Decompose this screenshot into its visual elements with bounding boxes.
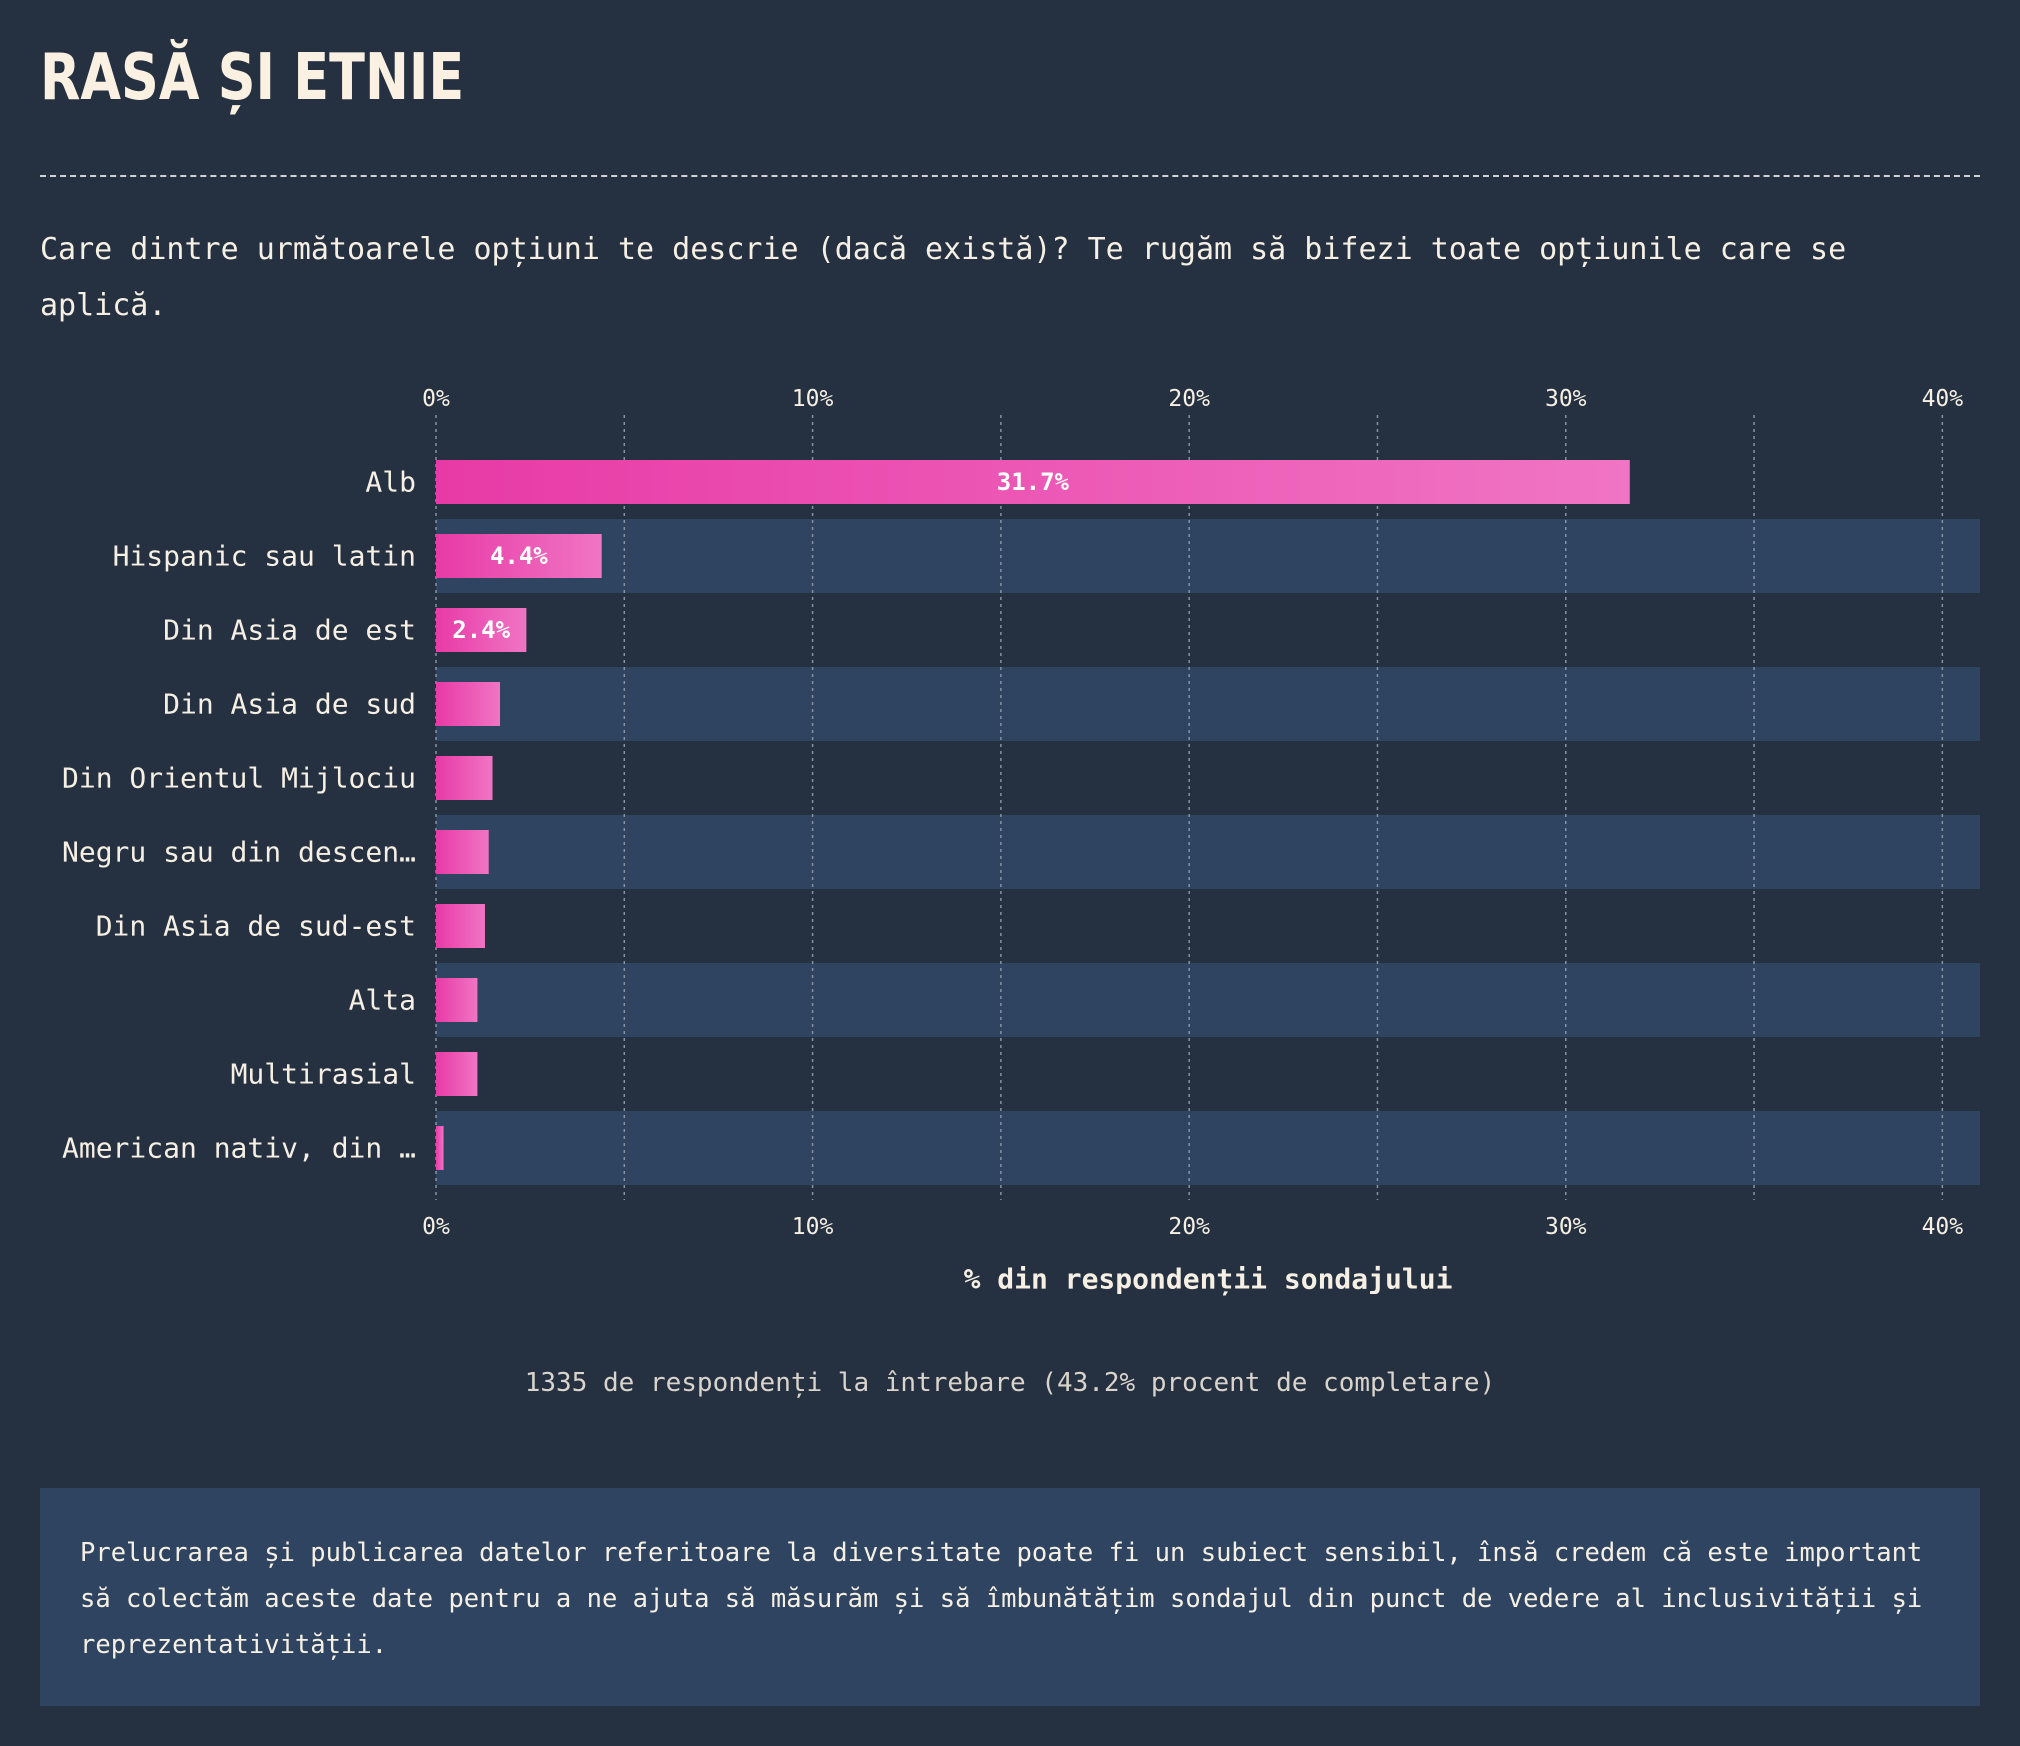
- bar: [436, 608, 527, 652]
- bar: [436, 1126, 444, 1170]
- x-tick-label-top: 20%: [1168, 386, 1210, 412]
- category-label: Din Asia de sud: [163, 688, 416, 721]
- bar: [436, 978, 478, 1022]
- category-label: Din Asia de sud-est: [96, 910, 416, 943]
- category-label: Hispanic sau latin: [113, 540, 416, 573]
- category-label: Din Orientul Mijlociu: [62, 762, 416, 795]
- row-band: [436, 815, 1980, 889]
- x-tick-label-bottom: 0%: [422, 1214, 450, 1240]
- data-label: 2.4%: [452, 616, 510, 644]
- x-tick-label-top: 30%: [1545, 386, 1587, 412]
- x-tick-label-top: 10%: [792, 386, 834, 412]
- respondents-note: 1335 de respondenți la întrebare (43.2% …: [524, 1368, 1496, 1398]
- page-title: RASĂ ȘI ETNIE: [40, 41, 465, 115]
- bar-chart: Alb 31.7% Hispanic sau latin 4.4% Din Asia d…: [62, 386, 1980, 1296]
- category-label: American nativ, din …: [62, 1132, 416, 1165]
- row-band: [436, 963, 1980, 1037]
- bar: [436, 534, 602, 578]
- bar: [436, 682, 501, 726]
- bar: [436, 460, 1630, 504]
- info-box: Prelucrarea și publicarea datelor referi…: [40, 1488, 1980, 1706]
- bar: [436, 756, 493, 800]
- x-tick-label-bottom: 20%: [1168, 1214, 1210, 1240]
- category-label: Din Asia de est: [163, 614, 416, 647]
- category-label: Negru sau din descen…: [62, 836, 416, 869]
- question-text: Care dintre următoarele opțiuni te descr…: [40, 232, 1847, 323]
- x-tick-label-bottom: 40%: [1922, 1214, 1964, 1240]
- row-band: [436, 519, 1980, 593]
- category-label: Alb: [365, 466, 416, 499]
- info-text: Prelucrarea și publicarea datelor referi…: [80, 1538, 1923, 1660]
- data-label: 4.4%: [490, 542, 548, 570]
- x-tick-label-top: 40%: [1922, 386, 1964, 412]
- x-tick-label-top: 0%: [422, 386, 450, 412]
- bar: [436, 830, 489, 874]
- divider: [40, 175, 1980, 177]
- bar: [436, 1052, 478, 1096]
- category-label: Multirasial: [231, 1058, 416, 1091]
- category-label: Alta: [349, 984, 416, 1017]
- x-axis-label: % din respondenții sondajului: [964, 1263, 1453, 1296]
- x-tick-label-bottom: 10%: [792, 1214, 834, 1240]
- bar: [436, 904, 485, 948]
- row-band: [436, 1111, 1980, 1185]
- data-label: 31.7%: [997, 468, 1070, 496]
- row-band: [436, 667, 1980, 741]
- x-tick-label-bottom: 30%: [1545, 1214, 1587, 1240]
